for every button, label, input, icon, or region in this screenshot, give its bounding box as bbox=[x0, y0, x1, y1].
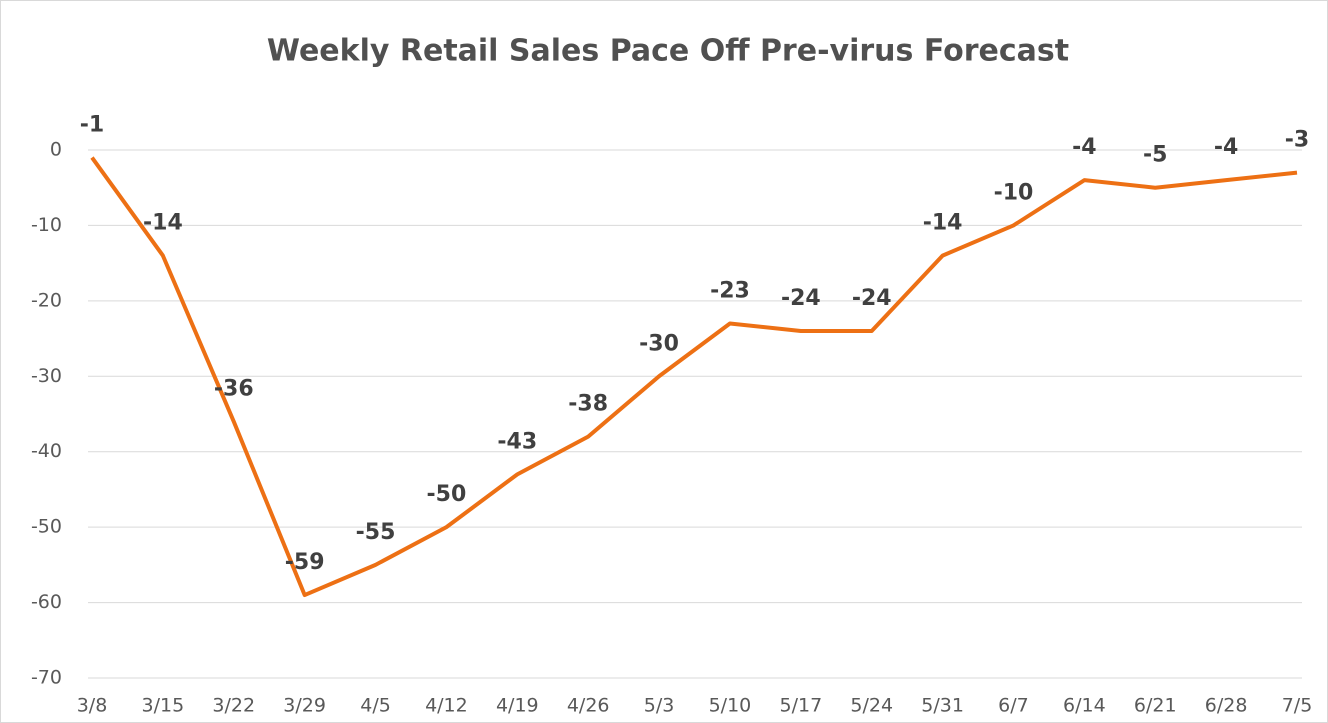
y-tick-label: -30 bbox=[31, 365, 62, 387]
x-tick-label: 5/17 bbox=[779, 695, 822, 717]
x-tick-label: 5/24 bbox=[850, 695, 893, 717]
x-tick-label: 6/14 bbox=[1063, 695, 1106, 717]
y-tick-label: -70 bbox=[31, 667, 62, 689]
x-tick-label: 7/5 bbox=[1282, 695, 1313, 717]
x-tick-label: 6/7 bbox=[998, 695, 1029, 717]
data-label: -23 bbox=[710, 278, 750, 303]
data-label: -14 bbox=[923, 211, 963, 236]
x-tick-label: 4/26 bbox=[567, 695, 610, 717]
data-label: -50 bbox=[427, 482, 467, 507]
x-tick-label: 3/15 bbox=[142, 695, 185, 717]
y-tick-label: -10 bbox=[31, 214, 62, 236]
data-label: -36 bbox=[214, 377, 254, 402]
chart-title: Weekly Retail Sales Pace Off Pre-virus F… bbox=[267, 34, 1069, 69]
x-tick-label: 6/28 bbox=[1205, 695, 1248, 717]
data-label: -59 bbox=[285, 550, 325, 575]
y-tick-label: 0 bbox=[50, 139, 62, 161]
y-tick-label: -50 bbox=[31, 516, 62, 538]
y-tick-label: -60 bbox=[31, 591, 62, 613]
y-tick-label: -20 bbox=[31, 289, 62, 311]
x-tick-label: 5/10 bbox=[709, 695, 752, 717]
data-label: -43 bbox=[497, 429, 537, 454]
data-label: -5 bbox=[1143, 143, 1167, 168]
x-tick-label: 5/3 bbox=[644, 695, 675, 717]
x-tick-label: 4/12 bbox=[425, 695, 468, 717]
x-tick-label: 3/8 bbox=[77, 695, 108, 717]
data-label: -3 bbox=[1285, 128, 1309, 153]
data-label: -10 bbox=[994, 180, 1034, 205]
x-tick-label: 4/5 bbox=[360, 695, 391, 717]
data-label: -1 bbox=[80, 113, 104, 138]
data-label: -4 bbox=[1214, 135, 1238, 160]
data-label: -24 bbox=[781, 286, 821, 311]
data-label: -24 bbox=[852, 286, 892, 311]
data-label: -4 bbox=[1072, 135, 1096, 160]
x-tick-label: 3/22 bbox=[212, 695, 255, 717]
data-label: -38 bbox=[568, 392, 608, 417]
x-tick-label: 5/31 bbox=[921, 695, 964, 717]
data-label: -14 bbox=[143, 211, 183, 236]
y-tick-label: -40 bbox=[31, 440, 62, 462]
data-label: -30 bbox=[639, 331, 679, 356]
x-tick-label: 4/19 bbox=[496, 695, 539, 717]
x-tick-label: 3/29 bbox=[283, 695, 326, 717]
data-label: -55 bbox=[356, 520, 396, 545]
line bbox=[90, 156, 1298, 598]
x-tick-label: 6/21 bbox=[1134, 695, 1177, 717]
